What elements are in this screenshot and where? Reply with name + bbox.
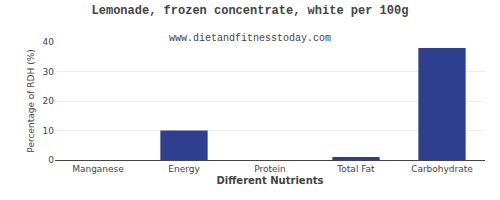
svg-text:40: 40 [43, 37, 55, 47]
svg-text:www.dietandfitnesstoday.com: www.dietandfitnesstoday.com [169, 33, 331, 44]
svg-text:10: 10 [43, 126, 55, 136]
svg-text:Lemonade, frozen concentrate,: Lemonade, frozen concentrate, white per … [92, 4, 409, 18]
svg-text:Energy: Energy [168, 164, 200, 174]
svg-text:Different Nutrients: Different Nutrients [217, 175, 324, 186]
svg-text:0: 0 [48, 155, 54, 165]
svg-text:30: 30 [43, 67, 55, 77]
svg-text:20: 20 [43, 96, 55, 106]
svg-text:Total Fat: Total Fat [336, 164, 375, 174]
svg-text:Protein: Protein [254, 164, 286, 174]
svg-text:Manganese: Manganese [72, 164, 124, 174]
svg-text:Percentage of RDH (%): Percentage of RDH (%) [26, 49, 36, 152]
svg-text:Carbohydrate: Carbohydrate [411, 164, 473, 174]
